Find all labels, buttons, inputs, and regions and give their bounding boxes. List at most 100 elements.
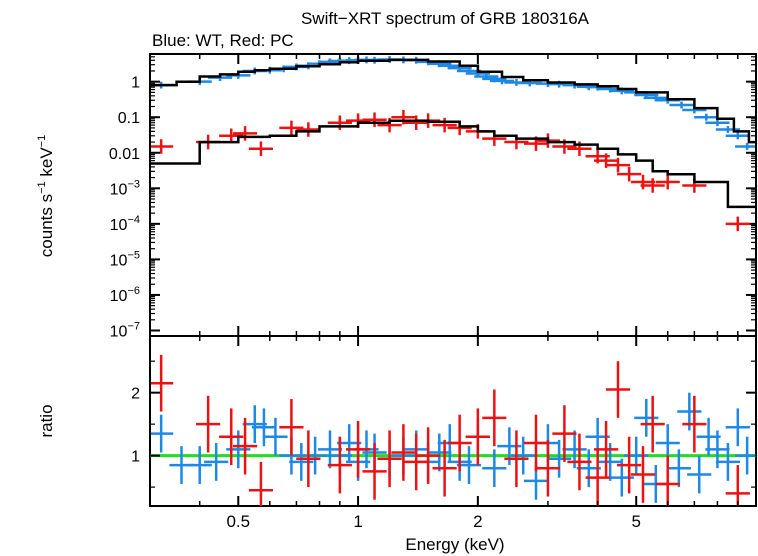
- pc-ratio-point: [345, 421, 371, 478]
- wt-ratio-point: [251, 408, 277, 447]
- wt-ratio-point: [263, 417, 288, 456]
- wt-ratio-point: [634, 398, 659, 437]
- wt-point: [705, 119, 730, 127]
- pc-ratio-point: [630, 446, 656, 503]
- pc-ratio-point: [655, 455, 680, 506]
- wt-ratio-point: [289, 443, 314, 481]
- pc-ratio-point: [377, 430, 402, 488]
- pc-point: [279, 120, 304, 136]
- pc-point: [640, 178, 665, 193]
- x-axis-ticks: 0.5 1 2 5: [149, 54, 757, 531]
- pc-point: [362, 112, 387, 127]
- wt-ratio-point: [427, 433, 452, 472]
- wt-ratio-point: [725, 408, 750, 447]
- pc-point: [725, 216, 750, 232]
- pc-ratio-point: [535, 439, 561, 497]
- wt-ratio-point: [735, 436, 755, 475]
- pc-ratio-point: [151, 354, 174, 412]
- pc-ratio-point: [567, 433, 592, 491]
- pc-ratio-point: [432, 439, 457, 497]
- wt-ratio-point: [666, 449, 691, 488]
- top-y-tick-label: 10−3: [110, 178, 140, 198]
- top-panel-series: [150, 56, 756, 232]
- wt-ratio-point: [151, 414, 174, 453]
- pc-point: [151, 139, 174, 154]
- bottom-y-tick-label: 1: [131, 449, 140, 466]
- wt-ratio-point: [687, 455, 712, 494]
- pc-ratio-point: [362, 443, 387, 500]
- pc-ratio-point: [219, 408, 244, 466]
- top-panel-ticks: 1 0.1 0.01 10−3 10−4 10−5 10−6 10−7: [109, 53, 756, 340]
- wt-point: [715, 126, 740, 133]
- wt-point: [694, 113, 719, 121]
- top-y-tick-label: 10−5: [110, 249, 140, 269]
- pc-ratio-point: [682, 395, 707, 453]
- pc-ratio-point: [447, 414, 472, 472]
- wt-point: [725, 132, 750, 140]
- wt-point: [669, 101, 694, 109]
- top-y-tick-label: 0.1: [118, 110, 140, 127]
- pc-ratio-point: [196, 395, 221, 453]
- pc-ratio-point: [296, 430, 321, 488]
- top-ylabel: counts s−1 keV−1: [36, 135, 56, 257]
- pc-point: [655, 174, 680, 190]
- pc-ratio-point: [523, 414, 549, 472]
- pc-point: [404, 115, 429, 130]
- pc-ratio-point: [725, 465, 750, 506]
- top-y-tick-label: 1: [131, 75, 140, 92]
- bottom-panel: 1 2 ratio: [37, 335, 757, 507]
- wt-ratio-point: [317, 430, 343, 469]
- top-y-tick-label: 10−7: [110, 320, 140, 340]
- wt-ratio-point: [482, 449, 507, 488]
- pc-ratio-point: [404, 433, 429, 491]
- pc-ratio-point: [279, 398, 304, 456]
- pc-ratio-point: [617, 436, 642, 494]
- x-tick-label: 1: [353, 512, 362, 531]
- top-panel-frame: [149, 53, 757, 337]
- chart-title: Swift−XRT spectrum of GRB 180316A: [301, 9, 590, 28]
- wt-point: [489, 77, 515, 85]
- pc-point: [617, 166, 642, 182]
- pc-model-line: [150, 119, 756, 209]
- wt-ratio-point: [624, 436, 649, 475]
- pc-ratio-point: [552, 405, 577, 462]
- pc-point: [391, 109, 416, 125]
- wt-ratio-point: [715, 443, 740, 481]
- pc-point: [327, 115, 352, 130]
- bottom-ylabel: ratio: [37, 404, 56, 437]
- pc-ratio-point: [416, 427, 441, 484]
- x-tick-label: 2: [473, 512, 482, 531]
- chart-subtitle: Blue: WT, Red: PC: [152, 31, 294, 50]
- pc-ratio-point: [482, 389, 507, 447]
- pc-ratio-point: [465, 408, 490, 466]
- pc-point: [605, 157, 631, 173]
- pc-ratio-point: [593, 421, 619, 478]
- pc-point: [248, 141, 274, 156]
- top-y-tick-label: 0.01: [109, 146, 140, 163]
- top-y-tick-label: 10−4: [110, 214, 140, 234]
- pc-point: [296, 122, 321, 137]
- wt-ratio-point: [303, 436, 328, 475]
- bottom-y-tick-label: 2: [131, 386, 140, 403]
- bottom-panel-frame: [149, 335, 757, 507]
- pc-point: [232, 126, 258, 141]
- pc-ratio-point: [391, 424, 416, 481]
- wt-ratio-point: [204, 443, 229, 481]
- x-axis-label: Energy (keV): [405, 535, 504, 554]
- top-y-tick-label: 10−6: [110, 285, 140, 305]
- wt-ratio-point: [511, 436, 536, 475]
- pc-ratio-point: [248, 461, 274, 506]
- pc-ratio-point: [640, 395, 665, 453]
- pc-point: [432, 117, 457, 133]
- wt-model-line: [150, 58, 756, 144]
- wt-ratio-point: [187, 446, 212, 484]
- wt-point: [735, 143, 755, 150]
- pc-ratio-point: [504, 430, 529, 488]
- x-tick-label: 5: [631, 512, 640, 531]
- x-tick-label: 0.5: [226, 512, 250, 531]
- bottom-panel-series: [151, 354, 755, 506]
- pc-ratio-point: [327, 436, 352, 494]
- top-panel: 1 0.1 0.01 10−3 10−4 10−5 10−6 10−7 counts s−1 …: [36, 53, 757, 340]
- wt-ratio-point: [547, 439, 572, 478]
